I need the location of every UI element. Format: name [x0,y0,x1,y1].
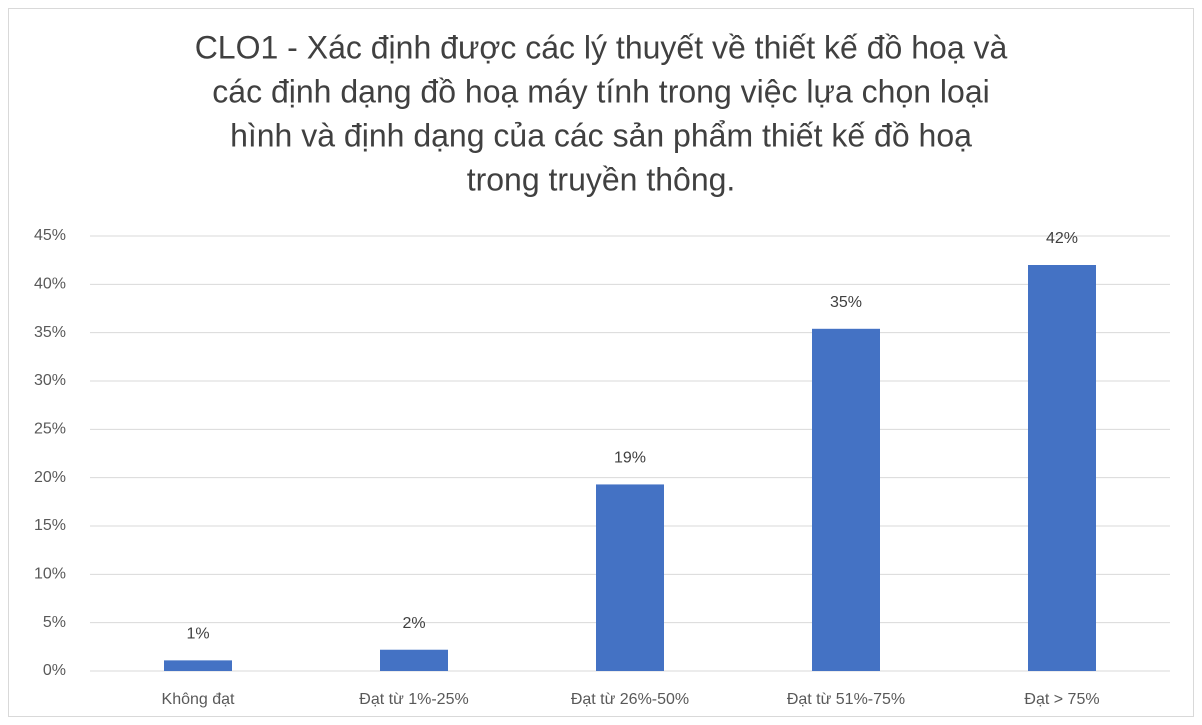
data-label: 42% [1046,230,1078,247]
chart-title: CLO1 - Xác định được các lý thuyết về th… [195,29,1008,65]
bar [380,649,448,671]
chart-title: các định dạng đồ hoạ máy tính trong việc… [212,73,989,109]
y-tick-label: 25% [34,421,66,438]
y-tick-label: 10% [34,566,66,583]
x-tick-label: Không đạt [162,691,236,708]
y-tick-label: 30% [34,372,66,389]
data-label: 35% [830,294,862,311]
bar [596,484,664,671]
y-tick-label: 20% [34,469,66,486]
y-tick-label: 15% [34,517,66,534]
chart-title: hình và định dạng của các sản phẩm thiết… [230,117,972,153]
y-tick-label: 40% [34,276,66,293]
y-tick-label: 0% [43,662,66,679]
x-tick-label: Đạt từ 1%-25% [359,691,468,708]
bar [164,660,232,671]
data-label: 1% [186,626,209,643]
y-tick-label: 45% [34,227,66,244]
y-tick-label: 5% [43,614,66,631]
data-label: 2% [402,615,425,632]
x-tick-label: Đạt từ 51%-75% [787,691,905,708]
y-tick-label: 35% [34,324,66,341]
chart-title: trong truyền thông. [467,161,736,197]
bar [1028,265,1096,671]
x-tick-label: Đạt từ 26%-50% [571,691,689,708]
x-tick-label: Đạt > 75% [1024,691,1099,708]
bar [812,328,880,671]
data-label: 19% [614,450,646,467]
